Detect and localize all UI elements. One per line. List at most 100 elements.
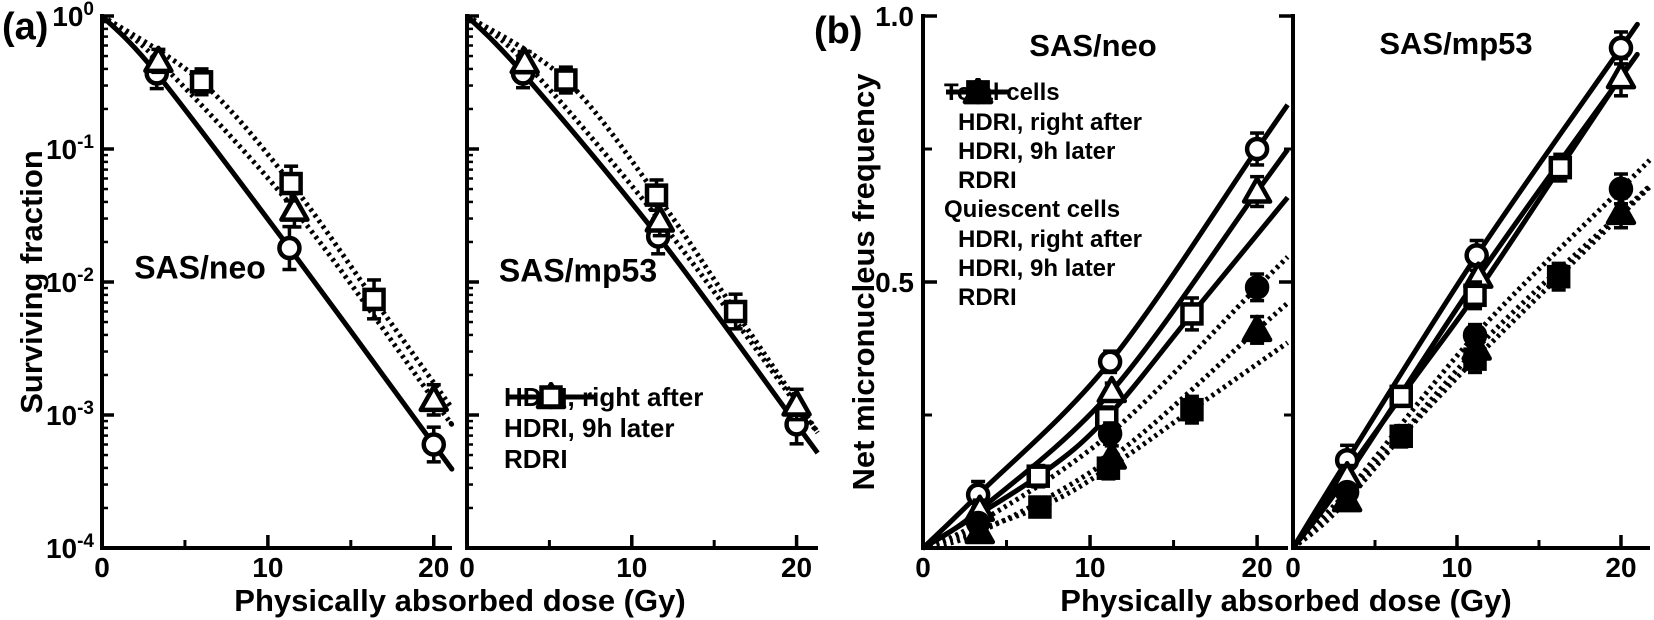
x-tick-label: 0	[1285, 552, 1301, 583]
square-open-icon	[362, 287, 386, 312]
y-tick-label: 10-3	[46, 398, 94, 431]
x-tick-label: 10	[1074, 552, 1105, 583]
square-open-icon	[644, 183, 669, 207]
subplot-title-a-sas-mp53: SAS/mp53	[498, 252, 658, 289]
subplot-title-b-sas-mp53: SAS/mp53	[1379, 26, 1533, 61]
legend-a-item-label: RDRI	[504, 444, 568, 474]
square-open-icon	[189, 70, 214, 94]
y-tick-exponent: -1	[77, 132, 94, 153]
y-tick-exponent: 0	[83, 0, 94, 20]
x-tick-label: 20	[1605, 552, 1636, 583]
x-axis-title-panel-b: Physically absorbed dose (Gy)	[1060, 583, 1512, 618]
legend-panel-a: HDRI, right after HDRI, 9h later RDRI	[498, 382, 703, 475]
triangle-open-icon	[644, 205, 676, 233]
y-tick-label: 1.0	[875, 1, 914, 32]
legend-a-item-label: HDRI, 9h later	[504, 413, 675, 443]
panel-a-label: (a)	[2, 6, 49, 48]
y-tick-label: 100	[52, 0, 94, 32]
square-filled-icon	[1096, 456, 1121, 480]
y-tick-label: 0.5	[875, 267, 914, 298]
legend-b-item-label: RDRI	[958, 283, 1017, 311]
y-tick-label: 10-2	[46, 265, 94, 298]
x-tick-label: 10	[616, 552, 647, 583]
triangle-open-icon	[279, 194, 310, 222]
legend-b-item-label: RDRI	[958, 166, 1017, 194]
square-open-icon	[1180, 302, 1204, 326]
circle-filled-icon	[1244, 275, 1270, 300]
square-open-icon	[1389, 384, 1413, 409]
triangle-open-icon	[509, 46, 540, 75]
legend-b-item: HDRI, 9h later	[950, 78, 1142, 283]
legend-panel-b: Total cells HDRI, right after HDRI, 9h lat…	[944, 78, 1142, 312]
subplot-a_mp53: 0 10 20	[459, 13, 820, 583]
legend-b-item-label: HDRI, right after	[958, 108, 1143, 136]
x-tick-label: 10	[1441, 552, 1472, 583]
legend-a-item: RDRI	[498, 385, 703, 475]
x-axis-title-panel-a: Physically absorbed dose (Gy)	[234, 583, 686, 618]
legend-a-item: HDRI, 9h later	[498, 382, 703, 444]
triangle-open-icon	[418, 384, 450, 413]
circle-open-icon	[277, 235, 302, 261]
square-open-icon	[554, 68, 578, 92]
subplot-b_neo: 0 10 20 1.0 0.5	[875, 1, 1290, 583]
triangle-filled-icon	[1241, 314, 1273, 343]
circle-open-icon	[421, 432, 447, 457]
square-open-icon	[1463, 283, 1487, 308]
y-tick-label: 10-1	[46, 132, 94, 165]
legend-b-item: HDRI, right after	[946, 79, 1143, 137]
square-filled-icon	[1546, 264, 1571, 289]
triangle-filled-icon	[964, 516, 996, 545]
triangle-open-icon	[143, 45, 174, 74]
square-filled-icon	[1028, 495, 1052, 519]
square-open-icon	[723, 299, 748, 324]
y-axis-title-panel-a: Surviving fraction	[14, 150, 49, 414]
legend-glyph	[512, 385, 590, 409]
square-filled-icon	[1463, 347, 1487, 371]
legend-b-item: HDRI, 9h later	[946, 78, 1142, 166]
legend-b-item-label: HDRI, 9h later	[958, 254, 1116, 282]
legend-b-group-header: Quiescent cells	[944, 196, 1121, 223]
subplot-title-b-sas-neo: SAS/neo	[1029, 28, 1157, 63]
circle-open-icon	[1244, 136, 1270, 162]
x-tick-label: 10	[252, 552, 283, 583]
square-open-icon	[1548, 155, 1573, 180]
y-axis-title-panel-b: Net micronucleus frequency	[846, 73, 881, 491]
legend-b-item: RDRI	[950, 80, 1142, 312]
triangle-open-icon	[1605, 61, 1637, 90]
triangle-open-icon	[781, 389, 812, 417]
x-tick-label: 20	[781, 552, 812, 583]
triangle-filled-icon	[1331, 484, 1363, 513]
circle-open-icon	[1097, 349, 1123, 375]
square-open-icon	[279, 171, 303, 196]
x-tick-label: 0	[94, 552, 110, 583]
y-tick-exponent: -3	[77, 398, 94, 419]
subplot-title-a-sas-neo: SAS/neo	[134, 249, 266, 286]
legend-b-item: HDRI, right after	[950, 79, 1143, 254]
square-filled-icon	[1389, 424, 1413, 449]
legend-b-item: RDRI	[946, 80, 1142, 195]
subplot-a_neo: 0 10 20 100 10-1 10-2 10-3 10-4	[46, 0, 455, 583]
legend-b-item-label: HDRI, 9h later	[958, 137, 1116, 165]
y-tick-exponent: -4	[77, 531, 94, 552]
square-open-icon	[1026, 464, 1051, 488]
x-tick-label: 20	[1242, 552, 1273, 583]
y-tick-exponent: -2	[77, 265, 94, 286]
y-tick-label: 10-4	[46, 531, 94, 564]
series-curve-square-open	[100, 13, 454, 410]
series-curve-square-solid	[922, 340, 1290, 551]
square-open-icon	[539, 385, 563, 409]
x-tick-label: 0	[459, 552, 475, 583]
legend-glyph	[950, 80, 1006, 104]
square-filled-icon	[1180, 397, 1204, 422]
circle-filled-icon	[1608, 176, 1634, 202]
square-filled-icon	[966, 80, 990, 104]
circle-filled-icon	[1097, 421, 1123, 446]
panel-b-label: (b)	[814, 10, 863, 52]
legend-b-item-label: HDRI, right after	[958, 225, 1143, 253]
x-tick-label: 20	[418, 552, 449, 583]
triangle-open-icon	[1241, 176, 1273, 204]
circle-open-icon	[1608, 35, 1634, 61]
triangle-filled-icon	[1605, 197, 1637, 226]
